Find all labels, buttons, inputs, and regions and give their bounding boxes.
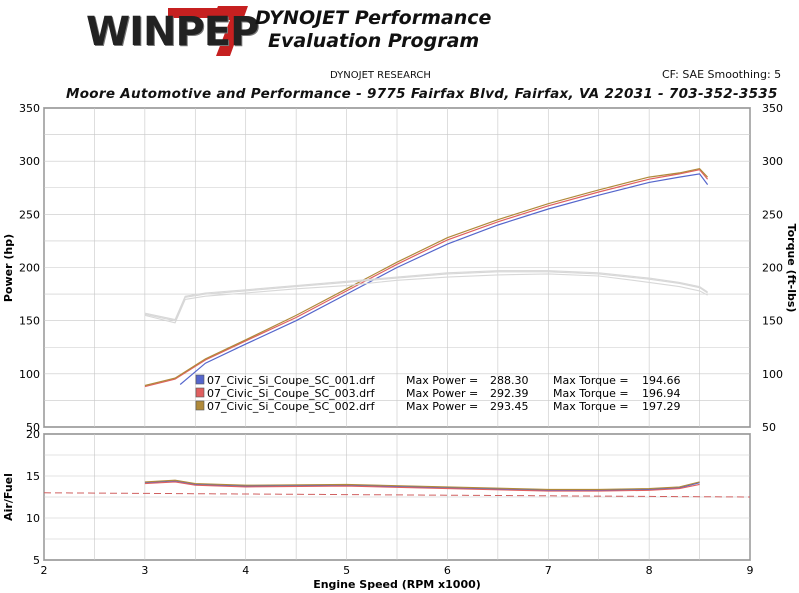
afr-tick-label: 15 xyxy=(26,470,40,483)
afr-grid xyxy=(43,433,751,561)
legend-max-torque-value: 197.29 xyxy=(642,400,681,413)
legend-max-power-label: Max Power = xyxy=(406,400,478,413)
legend-max-power-label: Max Power = xyxy=(406,374,478,387)
rpm-tick-label: 7 xyxy=(545,564,552,577)
power-tick-label: 350 xyxy=(19,102,40,115)
winpep-logo xyxy=(80,4,250,60)
torque-series-line xyxy=(144,270,708,321)
power-series xyxy=(144,167,709,388)
rpm-tick-label: 3 xyxy=(141,564,148,577)
power-tick-label: 250 xyxy=(19,208,40,221)
afr-tick-label: 10 xyxy=(26,512,40,525)
legend-swatch xyxy=(195,400,205,411)
research-label: DYNOJET RESEARCH xyxy=(330,70,431,81)
power-tick-label: 150 xyxy=(19,315,40,328)
legend-max-power-label: Max Power = xyxy=(406,387,478,400)
legend-max-torque-value: 194.66 xyxy=(642,374,681,387)
legend-max-power-value: 292.39 xyxy=(490,387,529,400)
legend: 07_Civic_Si_Coupe_SC_001.drf Max Power = 2… xyxy=(195,374,681,413)
afr-axis-label: Air/Fuel xyxy=(2,473,15,521)
rpm-axis-label: Engine Speed (RPM x1000) xyxy=(313,578,481,591)
legend-max-power-value: 288.30 xyxy=(490,374,529,387)
logo-badge xyxy=(168,8,230,18)
power-series-line xyxy=(144,167,709,387)
shop-info: Moore Automotive and Performance - 9775 … xyxy=(66,86,778,102)
torque-tick-label: 300 xyxy=(762,155,783,168)
logo-graphic xyxy=(212,6,248,56)
power-axis-label: Power (hp) xyxy=(2,234,15,302)
correction-factor-label: CF: SAE Smoothing: 5 xyxy=(662,68,782,81)
torque-tick-label: 100 xyxy=(762,368,783,381)
rpm-ticks: 2 3 4 5 6 7 8 9 xyxy=(41,564,754,577)
rpm-tick-label: 6 xyxy=(444,564,451,577)
torque-series-line xyxy=(144,271,708,322)
afr-series xyxy=(43,479,751,498)
afr-series-line xyxy=(144,480,700,491)
torque-tick-label: 50 xyxy=(762,421,776,434)
legend-max-torque-label: Max Torque = xyxy=(553,374,629,387)
program-subtitle: Evaluation Program xyxy=(268,30,480,52)
torque-tick-label: 150 xyxy=(762,315,783,328)
logo-wordmark: WINPEP xyxy=(86,9,259,55)
afr-target-line xyxy=(43,492,751,498)
power-tick-label: 50 xyxy=(26,421,40,434)
power-tick-label: 200 xyxy=(19,262,40,275)
afr-tick-label: 20 xyxy=(26,428,40,441)
afr-tick-label: 5 xyxy=(33,554,40,567)
torque-tick-label: 250 xyxy=(762,208,783,221)
power-series-line xyxy=(179,173,709,385)
afr-series-line xyxy=(144,479,700,490)
rpm-tick-label: 8 xyxy=(646,564,653,577)
torque-tick-label: 200 xyxy=(762,262,783,275)
legend-swatch xyxy=(195,374,205,385)
legend-swatch xyxy=(195,387,205,398)
legend-max-torque-label: Max Torque = xyxy=(553,400,629,413)
torque-series-line xyxy=(144,273,708,324)
afr-ticks: 5 10 15 20 xyxy=(26,428,40,567)
legend-max-power-value: 293.45 xyxy=(490,400,529,413)
rpm-tick-label: 4 xyxy=(242,564,249,577)
legend-file-name: 07_Civic_Si_Coupe_SC_002.drf xyxy=(207,400,376,413)
power-tick-label: 300 xyxy=(19,155,40,168)
power-tick-label: 100 xyxy=(19,368,40,381)
afr-series-line xyxy=(144,481,700,492)
program-title: DYNOJET Performance xyxy=(255,7,492,29)
power-ticks: 50 50 100 100 150 150 200 200 250 250 300 300 350 350 xyxy=(19,102,783,434)
power-series-line xyxy=(144,169,709,388)
legend-file-name: 07_Civic_Si_Coupe_SC_003.drf xyxy=(207,387,376,400)
legend-max-torque-value: 196.94 xyxy=(642,387,681,400)
torque-tick-label: 350 xyxy=(762,102,783,115)
rpm-tick-label: 5 xyxy=(343,564,350,577)
power-grid xyxy=(43,107,751,428)
torque-axis-label: Torque (ft-lbs) xyxy=(785,224,798,313)
legend-max-torque-label: Max Torque = xyxy=(553,387,629,400)
legend-file-name: 07_Civic_Si_Coupe_SC_001.drf xyxy=(207,374,376,387)
rpm-tick-label: 9 xyxy=(747,564,754,577)
rpm-tick-label: 2 xyxy=(41,564,48,577)
